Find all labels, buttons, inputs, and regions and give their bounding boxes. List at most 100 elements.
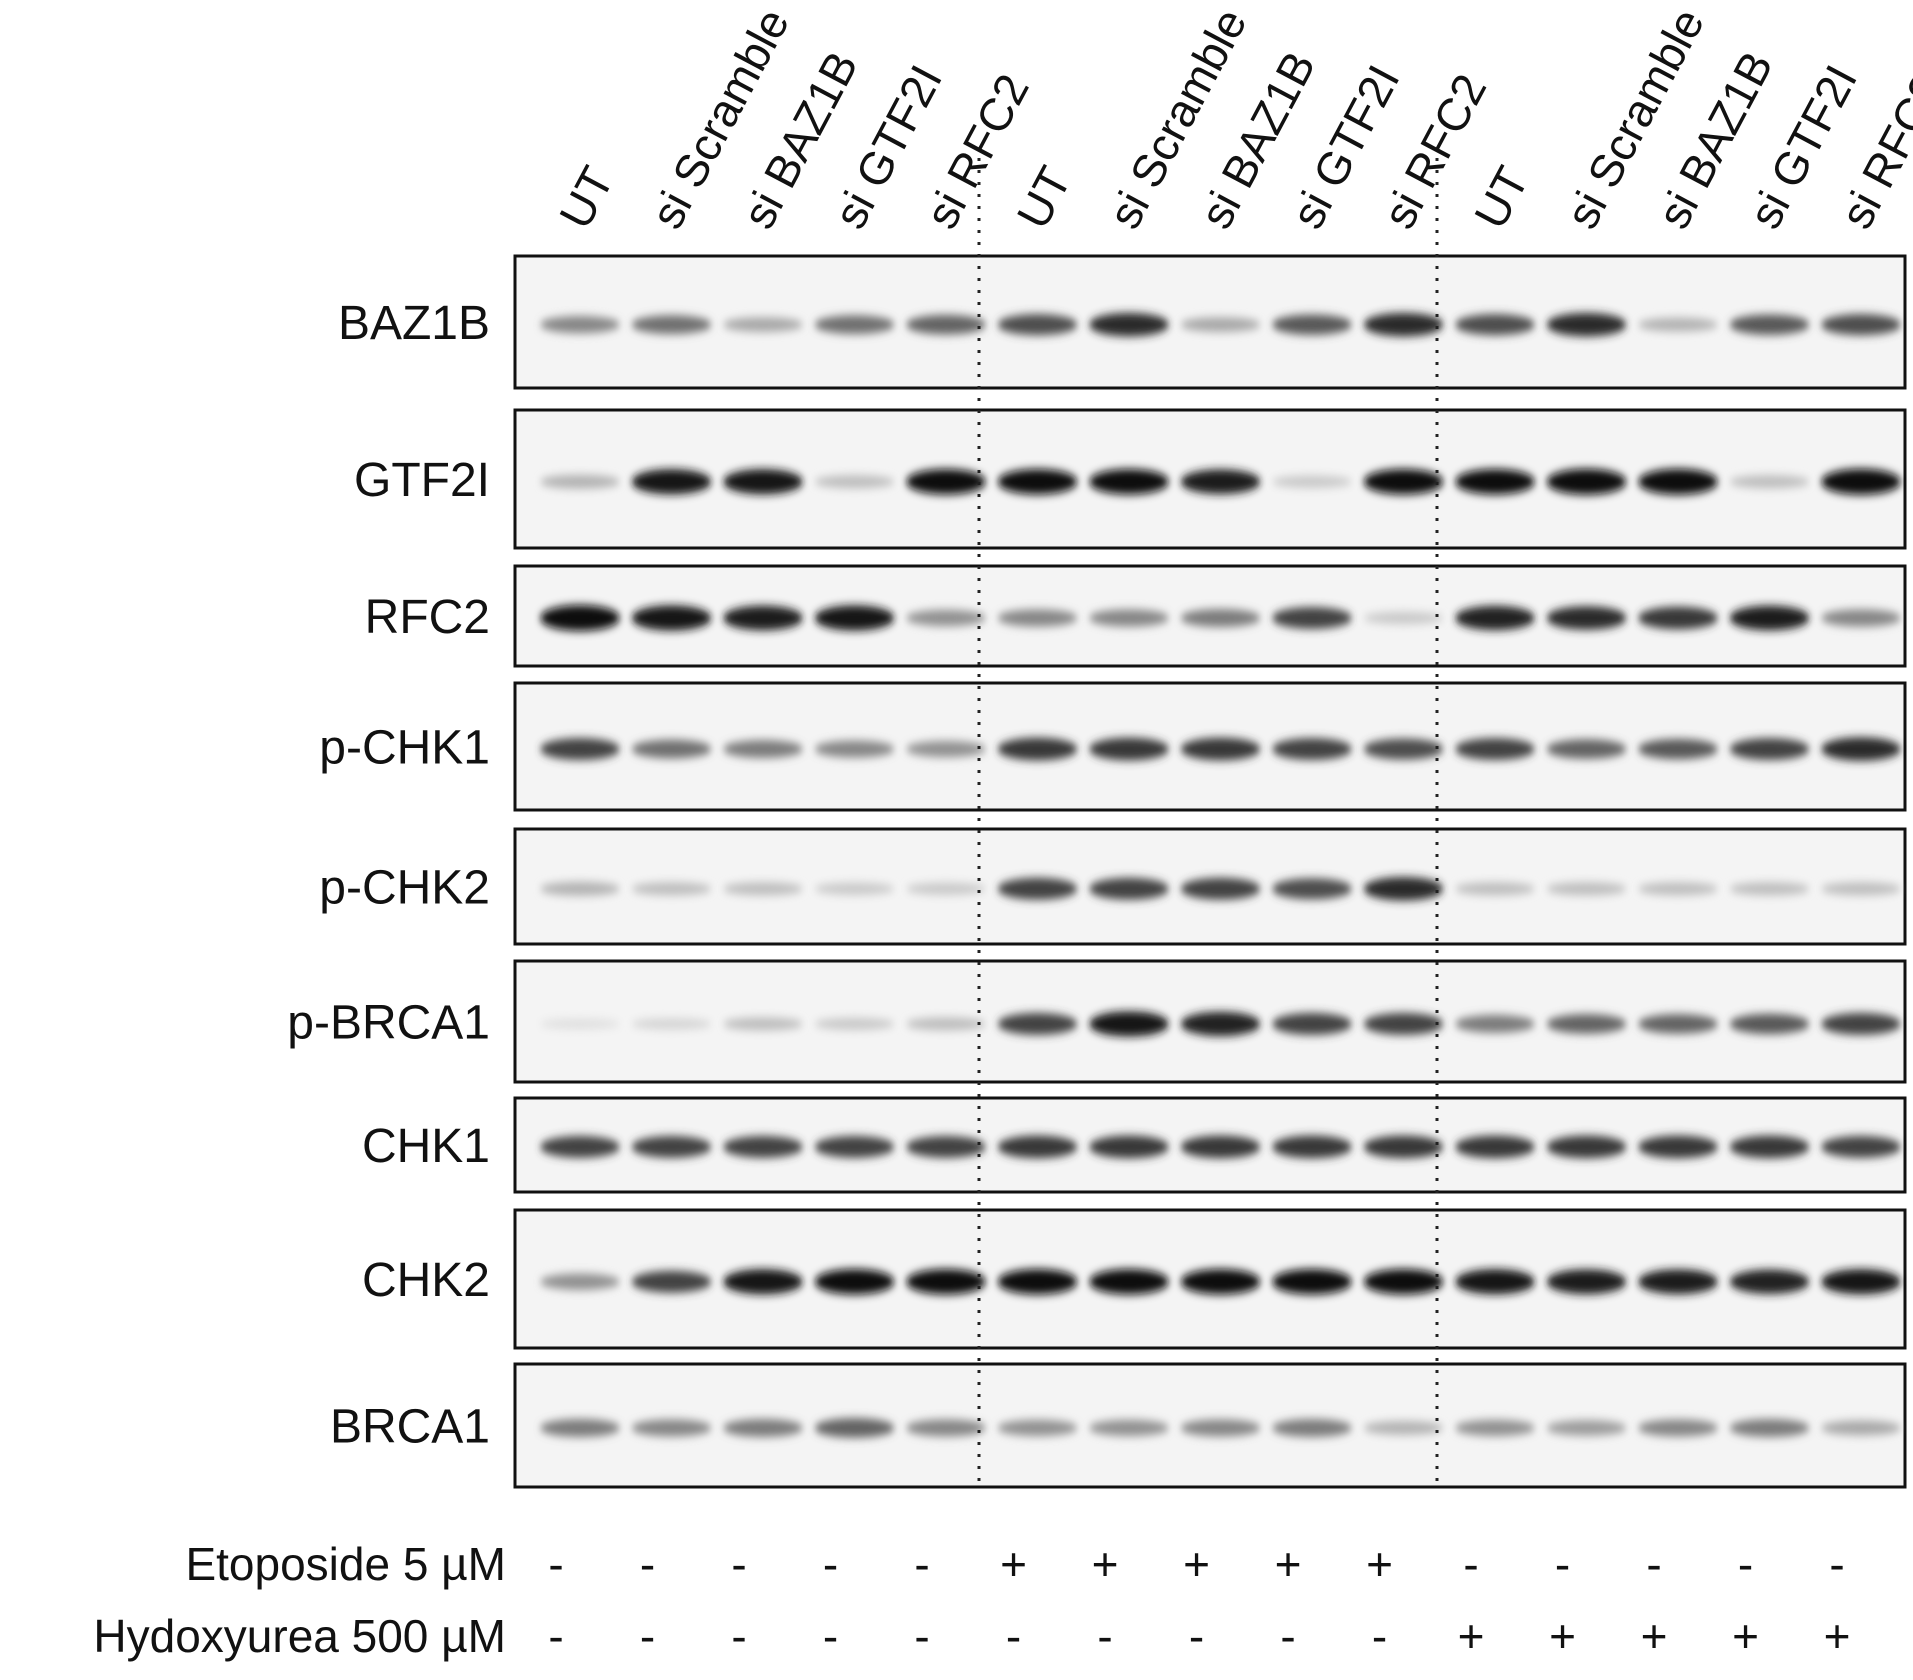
treatment-sign: + (1641, 1610, 1668, 1662)
band (1638, 882, 1718, 896)
protein-label: GTF2I (354, 454, 490, 507)
treatment-sign: - (1463, 1538, 1478, 1590)
band (1546, 739, 1627, 759)
treatment-sign: - (1097, 1610, 1112, 1662)
treatment-row: Hydoxyurea 500 µM - - - - - - - - - - + + + + + (93, 1610, 1850, 1662)
protein-label: p-BRCA1 (287, 997, 490, 1050)
lane-label: UT (549, 158, 624, 237)
band (1089, 1135, 1169, 1159)
band (1546, 1014, 1627, 1034)
band (1089, 312, 1169, 337)
treatment-sign: - (548, 1610, 563, 1662)
band (1180, 1419, 1261, 1437)
treatment-sign: - (823, 1610, 838, 1662)
treatment-sign: - (914, 1538, 929, 1590)
treatment-sign: + (1366, 1538, 1393, 1590)
band (1729, 738, 1810, 761)
band (1455, 314, 1535, 336)
band (1546, 882, 1627, 896)
band (1729, 475, 1810, 489)
band (1729, 1418, 1810, 1437)
protein-label: BRCA1 (330, 1401, 490, 1454)
treatment-sign: - (548, 1538, 563, 1590)
band (1363, 469, 1444, 495)
lane-label: UT (1464, 158, 1539, 237)
band (723, 469, 803, 495)
band (997, 1012, 1078, 1035)
band (723, 1135, 803, 1158)
band (1821, 609, 1901, 627)
band (1821, 1135, 1901, 1158)
treatment-sign: - (1646, 1538, 1661, 1590)
treatment-sign: - (1280, 1610, 1295, 1662)
band (1363, 1269, 1444, 1295)
band (1180, 609, 1261, 627)
protein-label: p-CHK1 (319, 722, 490, 775)
band (1363, 312, 1444, 337)
treatment-sign: - (731, 1610, 746, 1662)
treatment-sign: - (823, 1538, 838, 1590)
blot-panel: BRCA1 (330, 1362, 1907, 1489)
band (1180, 1269, 1261, 1295)
band (631, 1419, 712, 1437)
band (1546, 312, 1627, 337)
band (1363, 611, 1444, 625)
band (1363, 877, 1444, 901)
band (1089, 737, 1169, 761)
band (631, 1270, 712, 1293)
band (1272, 1012, 1352, 1035)
band (1180, 1011, 1261, 1037)
treatment-sign: + (1824, 1610, 1851, 1662)
treatment-sign: - (914, 1610, 929, 1662)
treatment-rows: Etoposide 5 µM - - - - - + + + + + - - - - -Hydoxyurea … (93, 1538, 1850, 1662)
band (1272, 607, 1352, 629)
band (1363, 738, 1444, 760)
band (631, 605, 712, 631)
band (997, 314, 1078, 336)
protein-label: RFC2 (365, 591, 490, 644)
band (723, 1017, 803, 1031)
band (1546, 1135, 1627, 1159)
treatment-sign: - (1829, 1538, 1844, 1590)
band (1821, 737, 1901, 761)
band (1089, 1419, 1169, 1437)
protein-label: CHK1 (362, 1120, 490, 1173)
band (1546, 1269, 1627, 1295)
band (1821, 882, 1901, 896)
protein-label: BAZ1B (338, 297, 490, 350)
band (540, 1018, 620, 1030)
blot-panel: RFC2 (365, 564, 1907, 668)
band (1272, 1135, 1352, 1159)
band (1089, 1011, 1169, 1037)
band (1363, 1135, 1444, 1159)
band (1180, 469, 1261, 495)
blot-panel: CHK1 (362, 1096, 1907, 1194)
treatment-sign: + (1458, 1610, 1485, 1662)
band (631, 1135, 712, 1158)
treatment-sign: - (640, 1610, 655, 1662)
treatment-sign: + (1000, 1538, 1027, 1590)
band (1546, 468, 1627, 495)
band (540, 474, 620, 489)
band (906, 609, 986, 627)
treatment-sign: - (731, 1538, 746, 1590)
treatment-sign: + (1183, 1538, 1210, 1590)
band (1455, 1135, 1535, 1159)
band (906, 882, 986, 895)
band (906, 1419, 986, 1437)
band (1729, 1135, 1810, 1159)
band (631, 469, 712, 495)
band (1272, 1269, 1352, 1295)
blot-panel: CHK2 (362, 1208, 1907, 1350)
band (997, 609, 1078, 627)
band (1455, 1014, 1535, 1033)
blot-panel: p-CHK1 (319, 681, 1907, 812)
band (723, 1418, 803, 1437)
band (1272, 878, 1352, 900)
band (997, 1269, 1078, 1295)
treatment-row: Etoposide 5 µM - - - - - + + + + + - - - - - (185, 1538, 1844, 1590)
band (1729, 1013, 1810, 1035)
treatment-sign: - (1006, 1610, 1021, 1662)
band (997, 1419, 1078, 1437)
